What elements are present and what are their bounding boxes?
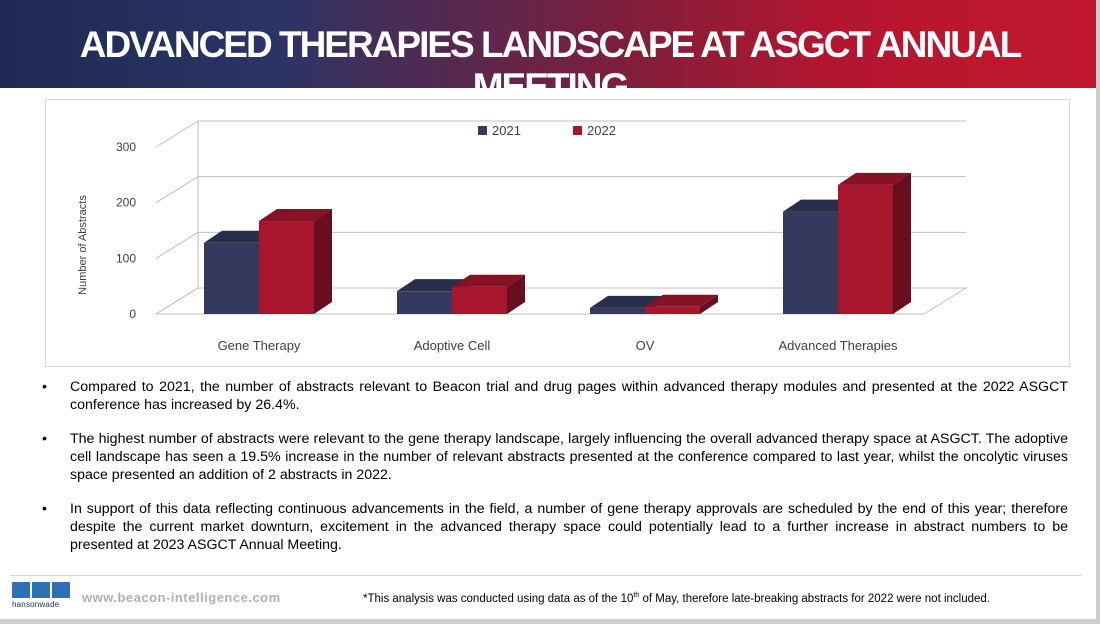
y-tick-label: 100 [116, 251, 136, 265]
bar-2021 [397, 291, 452, 314]
bar-2021 [590, 307, 645, 314]
x-tick-label: Gene Therapy [218, 338, 301, 353]
bullet-text: In support of this data reflecting conti… [70, 501, 1068, 553]
footnote-text-end: of May, therefore late-breaking abstract… [639, 592, 990, 605]
bar-2022 [259, 221, 314, 314]
bar-2021 [204, 242, 259, 314]
slide-edge-bottom [0, 619, 1100, 624]
bar-top [783, 199, 856, 212]
gridline-diagonal [155, 287, 199, 315]
bullet-item: • In support of this data reflecting con… [38, 500, 1068, 554]
footer-divider [10, 575, 1082, 576]
bullet-text: The highest number of abstracts were rel… [70, 431, 1068, 483]
bar-side [314, 209, 332, 314]
bullet-list: • Compared to 2021, the number of abstra… [38, 378, 1068, 570]
bar-side [893, 172, 911, 314]
bar-top [590, 295, 663, 308]
y-tick-label: 0 [129, 307, 136, 321]
bullet-text: Compared to 2021, the number of abstract… [70, 379, 1068, 413]
bar-2022 [452, 286, 507, 314]
bar-chart: 0 100 200 300 Number of Abstracts Gene Therap… [77, 120, 968, 353]
bullet-marker: • [42, 431, 47, 447]
footnote-text: *This analysis was conducted using data … [363, 592, 634, 605]
x-tick-label: OV [636, 338, 655, 353]
bullet-marker: • [42, 379, 47, 395]
footnote-superscript: th [633, 592, 640, 599]
gridline-diagonal [155, 176, 199, 204]
bar-top [645, 294, 718, 307]
bar-side [700, 294, 718, 314]
y-axis-label: Number of Abstracts [77, 195, 89, 295]
footnote: *This analysis was conducted using data … [363, 592, 990, 605]
logo-text: hansonwade [12, 600, 60, 609]
bullet-marker: • [42, 501, 47, 517]
legend-swatch [573, 126, 582, 135]
chart-container: 0 100 200 300 Number of Abstracts Gene Therap… [45, 99, 1070, 367]
title-banner: ADVANCED THERAPIES LANDSCAPE AT ASGCT AN… [0, 0, 1100, 107]
legend-swatch [478, 126, 487, 135]
bar-2022 [838, 184, 893, 314]
bullet-item: • Compared to 2021, the number of abstra… [38, 378, 1068, 414]
bar-top [452, 274, 525, 287]
page-title: ADVANCED THERAPIES LANDSCAPE AT ASGCT AN… [79, 24, 1022, 107]
bar-2021 [783, 211, 838, 314]
legend-label: 2022 [587, 123, 616, 138]
bar-top [838, 172, 911, 185]
logo-icon [12, 582, 70, 598]
x-tick-label: Advanced Therapies [778, 338, 898, 353]
bar-top [397, 279, 470, 292]
legend-label: 2021 [492, 123, 521, 138]
footer-url: www.beacon-intelligence.com [82, 590, 281, 605]
gridline-diagonal [155, 231, 199, 259]
bullet-item: • The highest number of abstracts were r… [38, 430, 1068, 484]
hansonwade-logo: hansonwade [12, 582, 70, 612]
x-tick-label: Adoptive Cell [414, 338, 491, 353]
y-tick-label: 300 [116, 140, 136, 154]
gridline-diagonal [155, 120, 199, 148]
y-tick-label: 200 [116, 196, 136, 210]
bar-side [507, 274, 525, 314]
bar-top [259, 209, 332, 222]
bar-top [204, 230, 277, 243]
bar-2022 [645, 306, 700, 314]
slide-edge [1096, 0, 1100, 624]
